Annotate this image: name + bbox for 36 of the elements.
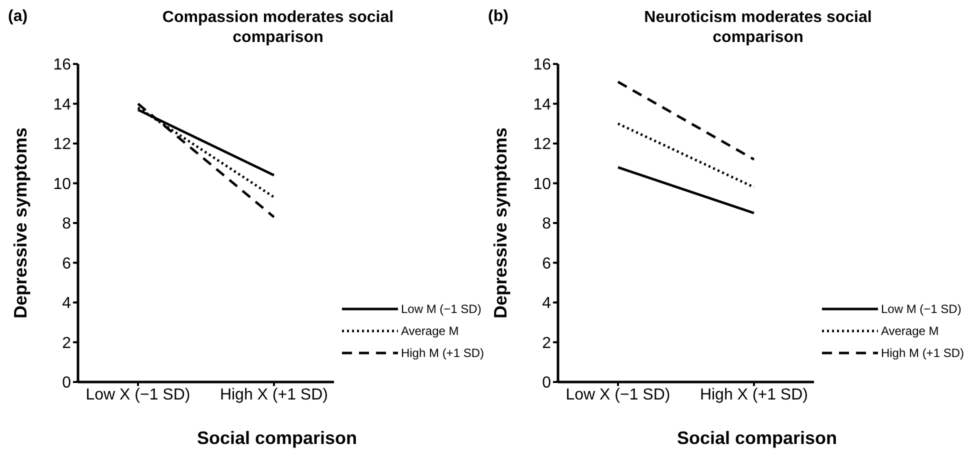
- x-axis-title: Social comparison: [676, 428, 838, 449]
- y-tick-label: 6: [542, 255, 552, 272]
- y-axis-title: Depressive symptoms: [10, 127, 30, 319]
- legend-label: Low M (−1 SD): [880, 302, 962, 316]
- y-tick-label: 6: [62, 255, 72, 272]
- legend-label: Average M: [880, 324, 939, 338]
- y-tick-label: 16: [533, 56, 552, 74]
- y-tick-label: 10: [53, 176, 72, 193]
- chart-title: Compassion moderates social comparison: [161, 8, 395, 48]
- x-tick-label: Low X (−1 SD): [86, 386, 190, 404]
- x-axis-title: Social comparison: [196, 428, 358, 449]
- text: (a): [8, 8, 28, 26]
- y-tick-label: 0: [542, 374, 552, 392]
- y-tick-label: 4: [542, 295, 552, 312]
- y-tick-label: 16: [53, 56, 72, 74]
- text: (b): [488, 8, 508, 26]
- y-tick-label: 14: [53, 96, 72, 114]
- y-tick-label: 12: [533, 136, 552, 154]
- y-tick-label: 14: [533, 96, 552, 114]
- y-tick-label: 8: [542, 216, 552, 233]
- y-axis-title: Depressive symptoms: [490, 127, 510, 319]
- legend-label: Average M: [400, 324, 459, 338]
- x-tick-label: High X (+1 SD): [700, 386, 808, 404]
- y-tick-label: 0: [62, 374, 72, 392]
- legend-label: Low M (−1 SD): [400, 302, 482, 316]
- y-tick-label: 8: [62, 216, 72, 233]
- y-tick-label: 10: [533, 176, 552, 193]
- x-tick-label: High X (+1 SD): [220, 386, 328, 404]
- y-tick-label: 4: [62, 295, 72, 312]
- y-tick-label: 12: [53, 136, 72, 154]
- x-tick-label: Low X (−1 SD): [566, 386, 670, 404]
- legend-label: High M (+1 SD): [400, 346, 484, 360]
- y-tick-label: 2: [62, 334, 72, 352]
- chart-title: Neuroticism moderates social comparison: [643, 8, 873, 48]
- y-tick-label: 2: [542, 334, 552, 352]
- legend-label: High M (+1 SD): [880, 346, 964, 360]
